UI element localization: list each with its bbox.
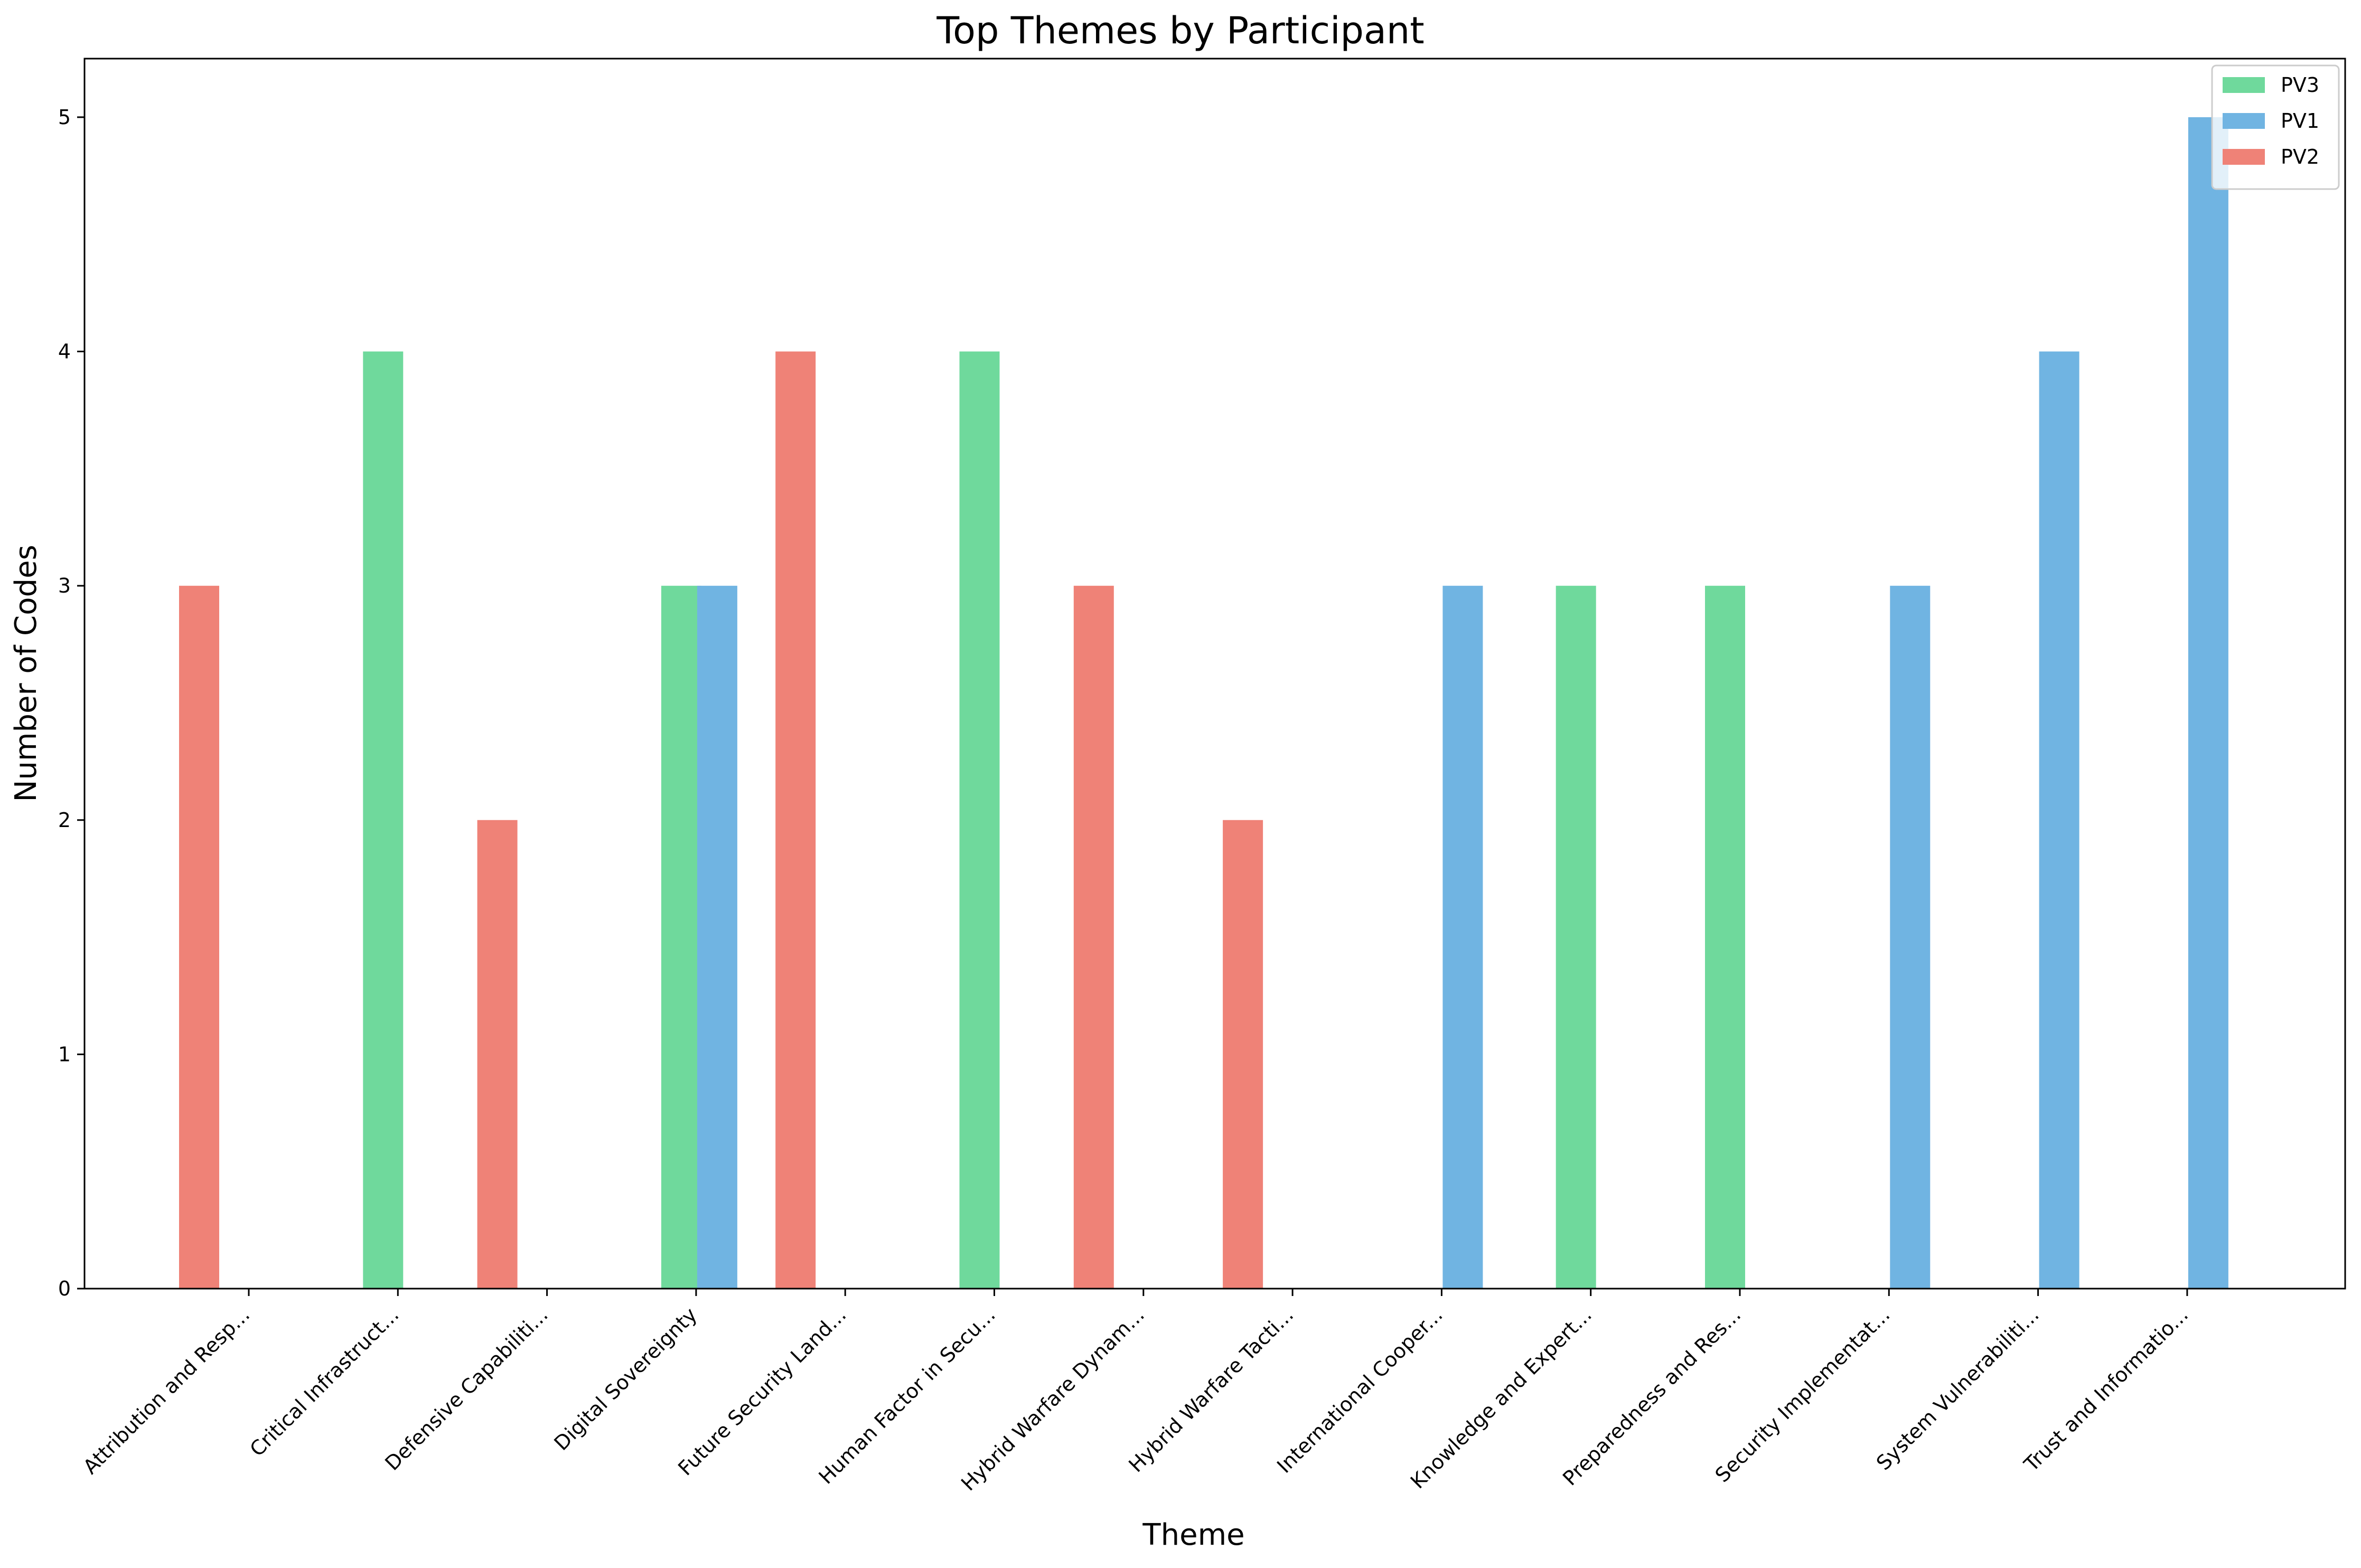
legend-label-pv1: PV1	[2281, 109, 2319, 133]
bar-pv2-4	[775, 351, 816, 1289]
y-tick-label: 4	[58, 340, 71, 363]
bar-pv1-11	[1890, 586, 1931, 1289]
y-tick-label: 5	[58, 106, 71, 129]
bar-pv2-2	[477, 820, 518, 1289]
y-tick-label: 2	[58, 809, 71, 832]
legend-swatch-pv2	[2223, 149, 2265, 165]
legend: PV3 PV1 PV2	[2211, 64, 2340, 190]
bar-pv2-6	[1073, 586, 1114, 1289]
bar-pv1-13	[2188, 117, 2228, 1289]
x-axis-label: Theme	[1142, 1518, 1244, 1552]
legend-swatch-pv1	[2223, 113, 2265, 129]
bar-pv3-9	[1556, 586, 1596, 1289]
bar-pv1-12	[2039, 351, 2079, 1289]
bar-pv3-1	[363, 351, 404, 1289]
bar-pv3-10	[1705, 586, 1745, 1289]
bar-pv2-0	[179, 586, 219, 1289]
plot-frame	[83, 58, 2346, 1290]
bar-pv3-3	[661, 586, 701, 1289]
y-tick-label: 0	[58, 1277, 71, 1300]
legend-label-pv3: PV3	[2281, 73, 2319, 97]
y-axis-ticks: 0 1 2 3 4 5	[58, 106, 85, 1300]
bar-pv3-5	[959, 351, 1000, 1289]
y-axis-label: Number of Codes	[9, 544, 43, 802]
y-tick-label: 3	[58, 574, 71, 597]
bars-layer	[179, 117, 2228, 1289]
chart-title: Top Themes by Participant	[936, 9, 1424, 52]
legend-label-pv2: PV2	[2281, 145, 2319, 168]
legend-swatch-pv3	[2223, 77, 2265, 93]
bar-pv1-8	[1442, 586, 1483, 1289]
bar-pv2-7	[1223, 820, 1263, 1289]
bar-pv1-3	[697, 586, 737, 1289]
y-tick-label: 1	[58, 1043, 71, 1066]
